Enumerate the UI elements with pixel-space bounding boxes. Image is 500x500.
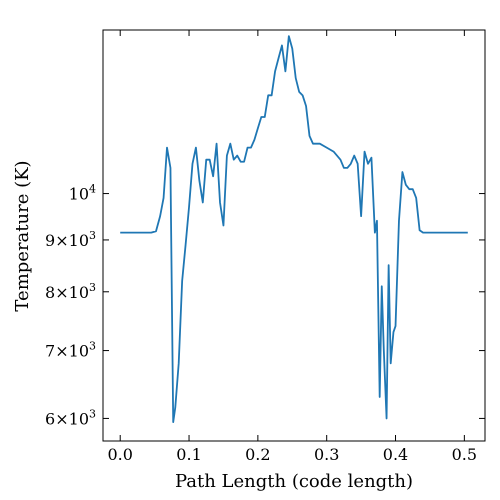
y-tick-label: 9×103 — [45, 229, 96, 250]
y-tick-base: 10 — [69, 283, 89, 302]
y-tick-exponent: 3 — [89, 407, 96, 420]
y-tick-times: × — [55, 409, 68, 428]
y-tick-exponent: 4 — [89, 183, 96, 196]
y-tick-label: 6×103 — [45, 407, 96, 428]
temperature-series-line — [120, 35, 468, 423]
y-tick-exponent: 3 — [89, 229, 96, 242]
y-tick-base: 10 — [69, 342, 89, 361]
axis-ticks — [103, 30, 485, 441]
x-tick-label: 0.2 — [245, 445, 270, 464]
y-tick-base: 10 — [69, 185, 89, 204]
y-tick-label: 104 — [69, 183, 96, 204]
y-tick-exponent: 3 — [89, 281, 96, 294]
y-tick-times: × — [55, 283, 68, 302]
x-tick-label: 0.3 — [314, 445, 339, 464]
y-tick-base: 10 — [69, 231, 89, 250]
x-tick-label: 0.0 — [107, 445, 132, 464]
y-tick-label: 8×103 — [45, 281, 96, 302]
y-tick-times: × — [55, 231, 68, 250]
axis-tick-labels: 0.0 0.1 0.2 0.3 0.4 0.56×1037×1038×1039×10310… — [45, 183, 477, 464]
y-tick-times: × — [55, 342, 68, 361]
y-tick-mantissa: 6 — [45, 409, 55, 428]
y-axis-label: Temperature (K) — [12, 160, 33, 311]
x-tick-label: 0.4 — [383, 445, 408, 464]
x-tick-label: 0.1 — [176, 445, 201, 464]
y-tick-mantissa: 8 — [45, 283, 55, 302]
plot-frame — [102, 29, 486, 442]
y-tick-mantissa: 7 — [45, 342, 55, 361]
y-tick-mantissa: 9 — [45, 231, 55, 250]
x-axis-label: Path Length (code length) — [175, 471, 413, 492]
y-tick-exponent: 3 — [89, 340, 96, 353]
y-tick-label: 7×103 — [45, 340, 96, 361]
y-tick-base: 10 — [69, 409, 89, 428]
x-tick-label: 0.5 — [452, 445, 477, 464]
